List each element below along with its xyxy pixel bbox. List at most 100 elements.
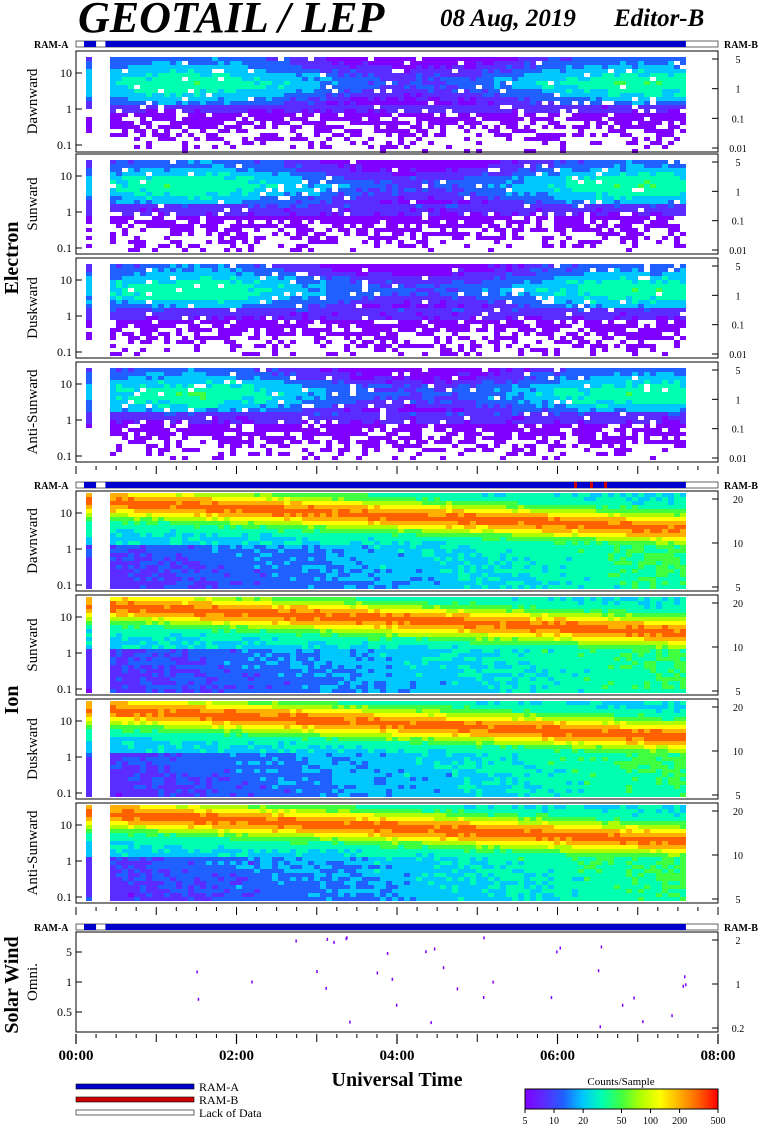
heatmap-cell xyxy=(608,160,614,164)
heatmap-cell xyxy=(110,292,116,296)
heatmap-cell xyxy=(164,316,170,320)
heatmap-cell xyxy=(554,172,560,176)
heatmap-cell xyxy=(458,284,464,288)
heatmap-cell xyxy=(536,117,542,121)
heatmap-cell xyxy=(284,168,290,172)
heatmap-cell xyxy=(518,129,524,133)
heatmap-cell xyxy=(488,224,494,228)
heatmap-cell xyxy=(242,57,248,61)
heatmap-cell xyxy=(404,85,410,89)
heatmap-cell xyxy=(446,212,452,216)
heatmap-cell xyxy=(350,121,356,125)
heatmap-cell xyxy=(236,316,242,320)
heatmap-cell xyxy=(524,61,530,65)
heatmap-cell xyxy=(428,300,434,304)
heatmap-cell xyxy=(200,300,206,304)
heatmap-cell xyxy=(122,164,128,168)
heatmap-cell xyxy=(566,316,572,320)
heatmap-cell xyxy=(590,61,596,65)
heatmap-cell xyxy=(164,224,170,228)
heatmap-cell xyxy=(548,89,554,93)
heatmap-cell xyxy=(494,192,500,196)
heatmap-cell xyxy=(170,57,176,61)
heatmap-cell xyxy=(158,264,164,268)
heatmap-cell xyxy=(368,268,374,272)
heatmap-cell xyxy=(392,228,398,232)
heatmap-cell xyxy=(536,57,542,61)
heatmap-cell xyxy=(194,105,200,109)
heatmap-cell xyxy=(356,180,362,184)
heatmap-cell xyxy=(548,308,554,312)
heatmap-cell xyxy=(560,160,566,164)
heatmap-cell xyxy=(524,125,530,129)
heatmap-cell xyxy=(152,276,158,280)
heatmap-cell xyxy=(446,336,452,340)
heatmap-cell xyxy=(680,101,686,105)
heatmap-cell xyxy=(428,220,434,224)
heatmap-cell xyxy=(308,69,314,73)
heatmap-cell xyxy=(176,57,182,61)
heatmap-cell xyxy=(344,264,350,268)
heatmap-cell xyxy=(560,196,566,200)
heatmap-cell xyxy=(428,105,434,109)
heatmap-cell xyxy=(452,300,458,304)
heatmap-cell xyxy=(398,77,404,81)
heatmap-cell xyxy=(524,328,530,332)
heatmap-cell xyxy=(296,101,302,105)
heatmap-cell xyxy=(578,105,584,109)
heatmap-cell xyxy=(500,180,506,184)
heatmap-cell xyxy=(332,216,338,220)
heatmap-cell xyxy=(242,276,248,280)
heatmap-cell xyxy=(260,308,266,312)
heatmap-cell xyxy=(308,220,314,224)
heatmap-cell xyxy=(386,121,392,125)
heatmap-cell xyxy=(398,137,404,141)
heatmap-cell xyxy=(470,308,476,312)
heatmap-cell xyxy=(158,276,164,280)
heatmap-cell xyxy=(380,316,386,320)
heatmap-cell xyxy=(446,196,452,200)
heatmap-cell xyxy=(146,204,152,208)
heatmap-cell xyxy=(182,168,188,172)
heatmap-cell xyxy=(374,244,380,248)
heatmap-cell xyxy=(122,304,128,308)
heatmap-cell xyxy=(380,304,386,308)
heatmap-cell xyxy=(596,121,602,125)
heatmap-cell xyxy=(524,168,530,172)
heatmap-cell xyxy=(458,344,464,348)
heatmap-cell xyxy=(482,113,488,117)
heatmap-cell xyxy=(446,176,452,180)
heatmap-cell xyxy=(272,121,278,125)
heatmap-cell xyxy=(632,81,638,85)
heatmap-cell xyxy=(506,272,512,276)
heatmap-cell xyxy=(308,73,314,77)
heatmap-cell xyxy=(212,57,218,61)
heatmap-cell xyxy=(440,240,446,244)
heatmap-cell xyxy=(236,77,242,81)
heatmap-cell xyxy=(224,176,230,180)
heatmap-cell xyxy=(200,248,206,252)
heatmap-cell xyxy=(380,164,386,168)
heatmap-cell xyxy=(290,65,296,69)
heatmap-cell xyxy=(122,276,128,280)
heatmap-cell xyxy=(242,65,248,69)
heatmap-cell xyxy=(680,89,686,93)
heatmap-cell xyxy=(212,216,218,220)
heatmap-cell xyxy=(506,57,512,61)
heatmap-cell xyxy=(500,168,506,172)
heatmap-cell xyxy=(650,85,656,89)
heatmap-cell xyxy=(464,276,470,280)
heatmap-cell xyxy=(218,336,224,340)
heatmap-cell xyxy=(512,336,518,340)
heatmap-cell xyxy=(194,77,200,81)
heatmap-cell xyxy=(536,272,542,276)
heatmap-cell xyxy=(566,109,572,113)
heatmap-cell xyxy=(86,304,92,308)
heatmap-cell xyxy=(458,300,464,304)
heatmap-cell xyxy=(566,105,572,109)
heatmap-cell xyxy=(440,81,446,85)
heatmap-cell xyxy=(146,69,152,73)
heatmap-cell xyxy=(308,196,314,200)
heatmap-cell xyxy=(626,121,632,125)
heatmap-cell xyxy=(602,276,608,280)
